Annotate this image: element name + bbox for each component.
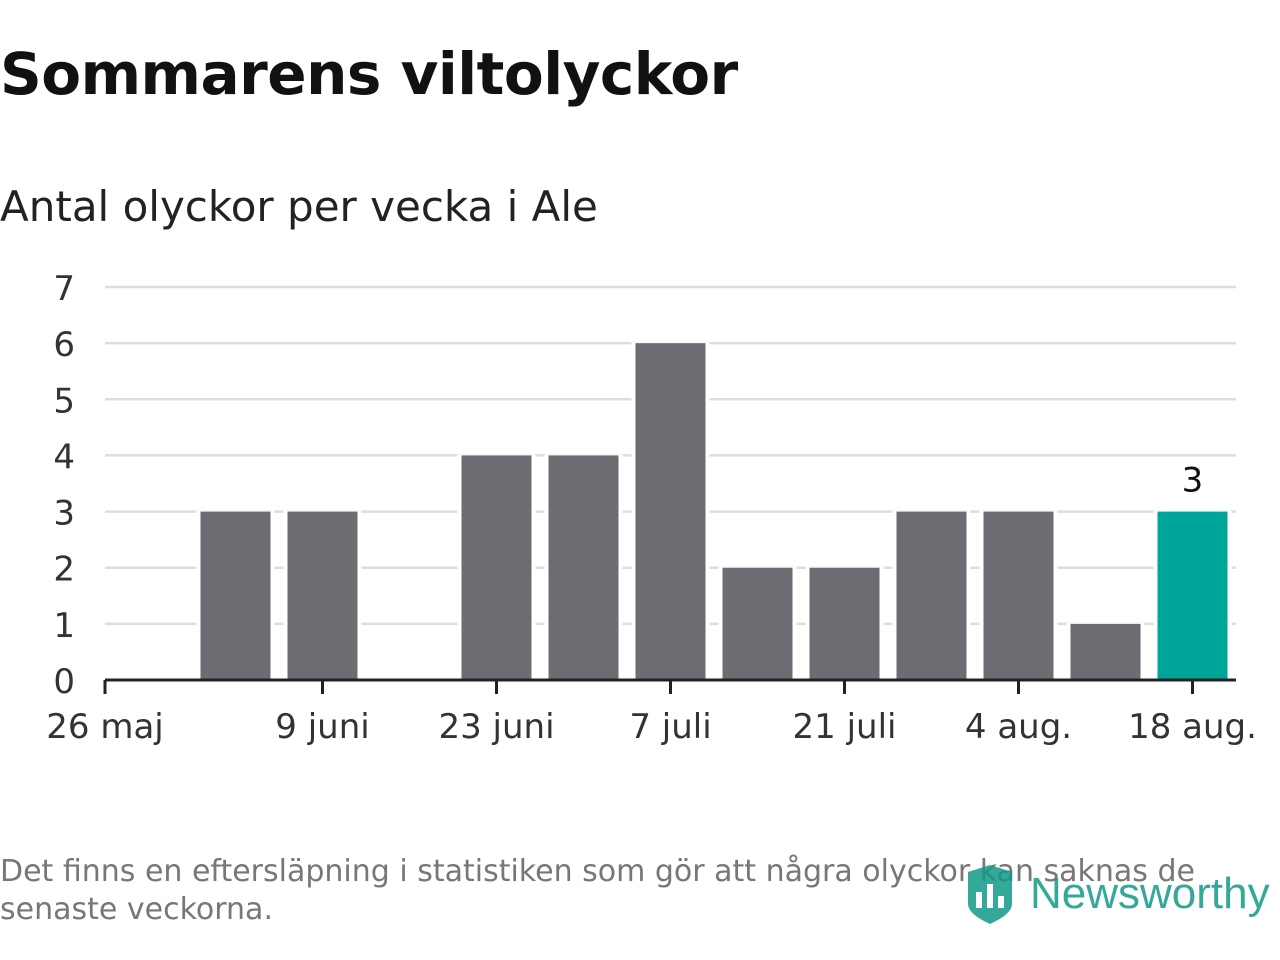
logo-text: Newsworthy: [1030, 869, 1270, 918]
x-tick-label: 18 aug.: [1128, 707, 1257, 747]
newsworthy-logo: Newsworthy: [964, 862, 1270, 926]
bar: [635, 343, 706, 680]
x-tick-label: 21 juli: [793, 707, 897, 747]
bars: [196, 342, 1232, 680]
x-axis-tick-labels: 26 maj 9 juni 23 juni 7 juli 21 juli 4 aug. 18…: [46, 707, 1257, 747]
x-tick-label: 9 juni: [275, 707, 369, 747]
bar: [983, 511, 1054, 680]
x-tick-label: 23 juni: [438, 707, 554, 747]
chart-subtitle: Antal olyckor per vecka i Ale: [0, 182, 598, 231]
bar: [461, 455, 532, 680]
y-axis-tick-labels: 0 1 2 3 4 5 6 7: [53, 269, 75, 702]
bar: [809, 567, 880, 680]
y-tick-label: 5: [53, 381, 75, 421]
newsworthy-bar-chart-icon: [968, 865, 1012, 924]
bar: [200, 511, 271, 680]
y-tick-label: 1: [53, 606, 75, 646]
x-tick-label: 26 maj: [46, 707, 163, 747]
bar: [548, 455, 619, 680]
x-axis: [103, 678, 1236, 694]
bar: [1070, 623, 1141, 680]
y-tick-label: 0: [53, 662, 75, 702]
bar: [287, 511, 358, 680]
y-tick-label: 7: [53, 269, 75, 309]
x-tick-label: 7 juli: [629, 707, 711, 747]
y-tick-label: 3: [53, 494, 75, 534]
y-tick-label: 2: [53, 550, 75, 590]
data-label: 3: [1182, 461, 1204, 501]
y-tick-label: 6: [53, 325, 75, 365]
chart-title: Sommarens viltolyckor: [0, 40, 738, 108]
y-tick-label: 4: [53, 437, 75, 477]
highlighted-bar: [1157, 511, 1228, 680]
x-tick-label: 4 aug.: [965, 707, 1072, 747]
bar: [722, 567, 793, 680]
data-labels: 3: [1182, 461, 1204, 501]
bar: [896, 511, 967, 680]
